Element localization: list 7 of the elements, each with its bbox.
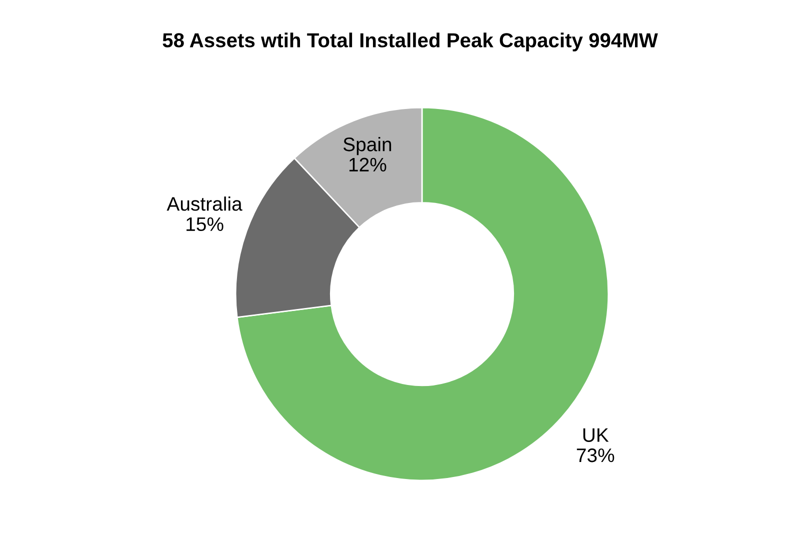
data-label: 12% [349, 158, 386, 172]
chart-title: 58 Assets wtih Total Installed Peak Capacity 994MW [162, 32, 658, 52]
slice-label: Spain [343, 137, 392, 156]
data-label: 15% [186, 217, 224, 232]
data-label: 73% [576, 448, 614, 462]
slice-label: Australia [166, 196, 242, 211]
slice-label: UK [583, 428, 609, 442]
